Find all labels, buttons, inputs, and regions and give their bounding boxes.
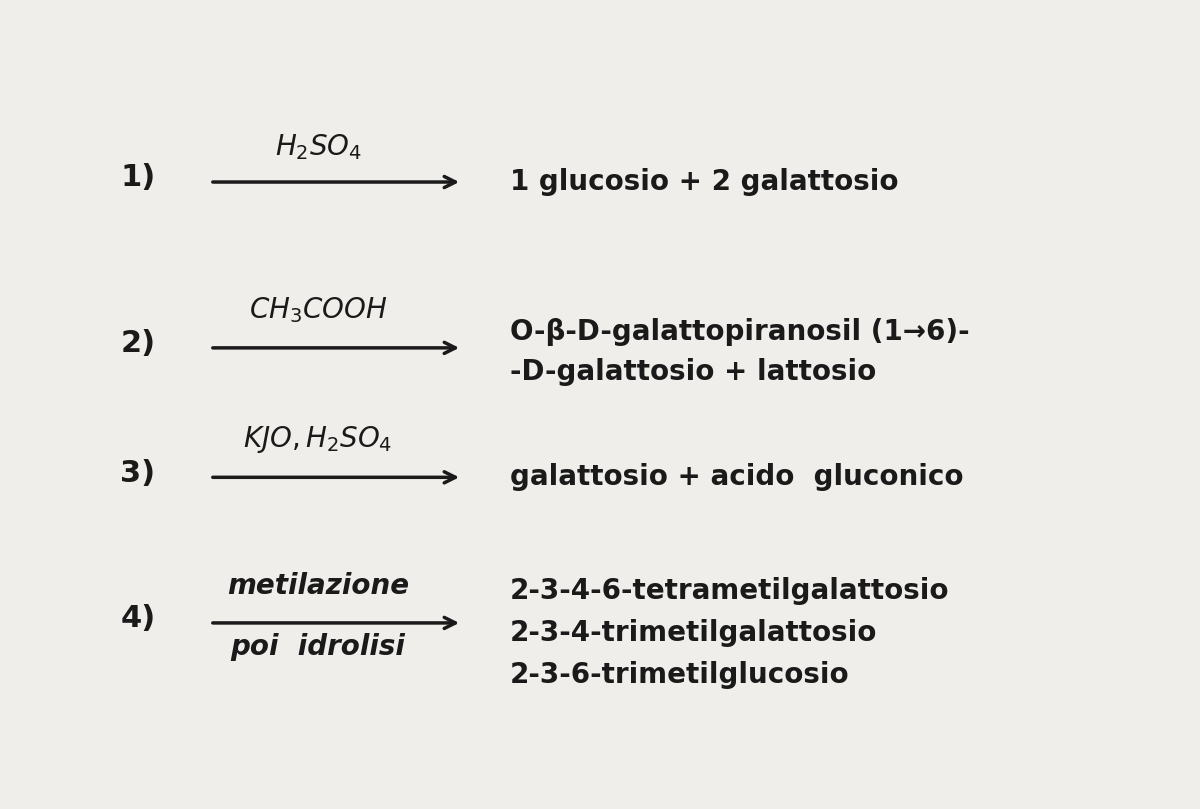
Text: -D-galattosio + lattosio: -D-galattosio + lattosio xyxy=(510,358,876,386)
Text: $KJO,H_2SO_4$: $KJO,H_2SO_4$ xyxy=(244,424,392,455)
Text: 2-3-4-trimetilgalattosio: 2-3-4-trimetilgalattosio xyxy=(510,619,877,646)
Text: 1): 1) xyxy=(120,163,156,193)
Text: 2): 2) xyxy=(120,329,156,358)
Text: 1 glucosio + 2 galattosio: 1 glucosio + 2 galattosio xyxy=(510,168,899,196)
Text: 3): 3) xyxy=(120,459,156,488)
Text: 2-3-6-trimetilglucosio: 2-3-6-trimetilglucosio xyxy=(510,661,850,688)
Text: $CH_3COOH$: $CH_3COOH$ xyxy=(248,295,388,325)
Text: 2-3-4-6-tetrametilgalattosio: 2-3-4-6-tetrametilgalattosio xyxy=(510,577,949,604)
Text: galattosio + acido  gluconico: galattosio + acido gluconico xyxy=(510,464,964,491)
Text: O-β-D-galattopiranosil (1→6)-: O-β-D-galattopiranosil (1→6)- xyxy=(510,318,970,345)
Text: poi  idrolisi: poi idrolisi xyxy=(230,633,406,661)
Text: $H_2SO_4$: $H_2SO_4$ xyxy=(275,132,361,162)
Text: metilazione: metilazione xyxy=(227,572,409,600)
Text: 4): 4) xyxy=(120,604,156,633)
